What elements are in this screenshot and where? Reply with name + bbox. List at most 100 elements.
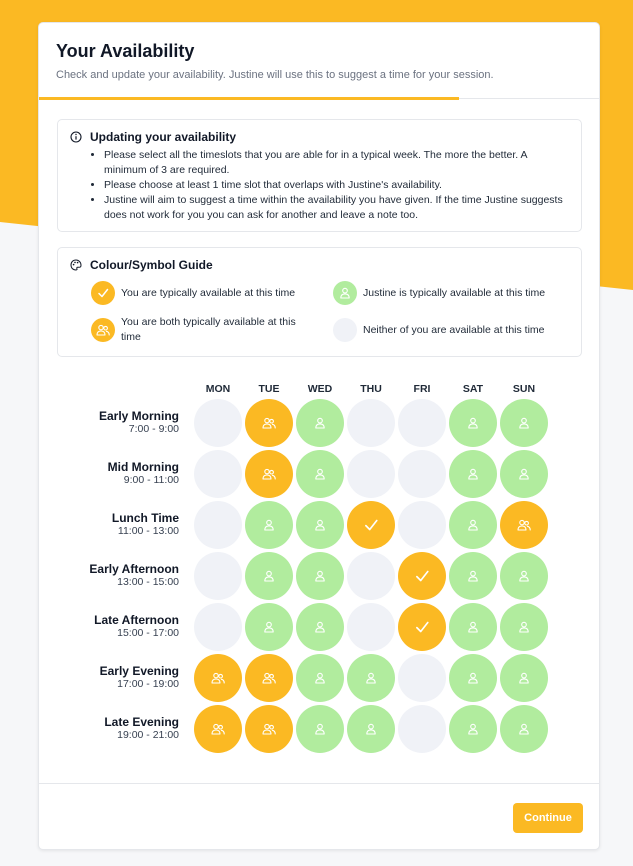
timeslot-cell-sun-justine[interactable] <box>500 450 548 498</box>
info-bullet: Justine will aim to suggest a time withi… <box>104 193 569 223</box>
person-icon <box>313 620 327 634</box>
timeslot-cell-fri-you[interactable] <box>398 603 446 651</box>
timeslot-cell-tue-both[interactable] <box>245 705 293 753</box>
timeslot-cell-sat-justine[interactable] <box>449 603 497 651</box>
day-header-thu: THU <box>360 383 382 395</box>
timeslot-cell-tue-both[interactable] <box>245 654 293 702</box>
timeslot-time: 13:00 - 15:00 <box>117 576 179 588</box>
info-title: Updating your availability <box>90 130 237 144</box>
person-icon <box>262 569 276 583</box>
timeslot-cell-thu-justine[interactable] <box>347 705 395 753</box>
timeslot-cell-mon-none[interactable] <box>194 450 242 498</box>
legend-both: You are both typically available at this… <box>91 316 321 348</box>
info-bullet: Please select all the timeslots that you… <box>104 148 569 178</box>
availability-card: Your Availability Check and update your … <box>38 22 600 850</box>
timeslot-cell-fri-none[interactable] <box>398 705 446 753</box>
timeslot-name: Late Evening <box>104 715 179 729</box>
timeslot-cell-wed-justine[interactable] <box>296 552 344 600</box>
person-icon <box>364 722 378 736</box>
timeslot-cell-thu-none[interactable] <box>347 450 395 498</box>
day-header-sun: SUN <box>512 383 536 395</box>
person-icon <box>466 620 480 634</box>
check-icon <box>413 618 431 636</box>
timeslot-cell-sat-justine[interactable] <box>449 399 497 447</box>
timeslot-cell-fri-you[interactable] <box>398 552 446 600</box>
timeslot-cell-sun-both[interactable] <box>500 501 548 549</box>
timeslot-cell-mon-none[interactable] <box>194 603 242 651</box>
timeslot-label: Late Evening 19:00 - 21:00 <box>39 715 179 742</box>
timeslot-cell-mon-none[interactable] <box>194 552 242 600</box>
timeslot-cell-thu-justine[interactable] <box>347 654 395 702</box>
person-icon <box>517 416 531 430</box>
timeslot-cell-thu-none[interactable] <box>347 399 395 447</box>
group-icon <box>91 318 115 342</box>
timeslot-cell-sun-justine[interactable] <box>500 603 548 651</box>
continue-button[interactable]: Continue <box>513 803 583 833</box>
person-icon <box>466 416 480 430</box>
timeslot-cell-tue-both[interactable] <box>245 450 293 498</box>
timeslot-cell-sat-justine[interactable] <box>449 501 497 549</box>
group-icon <box>261 671 277 685</box>
timeslot-label: Early Morning 7:00 - 9:00 <box>39 409 179 436</box>
timeslot-cell-tue-justine[interactable] <box>245 501 293 549</box>
timeslot-cell-sat-justine[interactable] <box>449 705 497 753</box>
timeslot-cell-tue-justine[interactable] <box>245 552 293 600</box>
timeslot-name: Early Evening <box>99 664 179 678</box>
timeslot-cell-thu-you[interactable] <box>347 501 395 549</box>
timeslot-cell-fri-none[interactable] <box>398 399 446 447</box>
timeslot-cell-sun-justine[interactable] <box>500 552 548 600</box>
person-icon <box>364 671 378 685</box>
timeslot-cell-sat-justine[interactable] <box>449 450 497 498</box>
timeslot-label: Early Evening 17:00 - 19:00 <box>39 664 179 691</box>
timeslot-time: 19:00 - 21:00 <box>117 729 179 741</box>
colour-guide: Colour/Symbol Guide You are typically av… <box>57 247 582 357</box>
timeslot-cell-sat-justine[interactable] <box>449 552 497 600</box>
day-header-mon: MON <box>205 383 231 395</box>
timeslot-cell-mon-none[interactable] <box>194 399 242 447</box>
timeslot-cell-sun-justine[interactable] <box>500 399 548 447</box>
timeslot-cell-sun-justine[interactable] <box>500 705 548 753</box>
timeslot-cell-wed-justine[interactable] <box>296 501 344 549</box>
timeslot-cell-sat-justine[interactable] <box>449 654 497 702</box>
person-icon <box>262 518 276 532</box>
person-icon <box>313 467 327 481</box>
timeslot-cell-mon-both[interactable] <box>194 654 242 702</box>
timeslot-name: Early Morning <box>98 409 179 423</box>
timeslot-label: Early Afternoon 13:00 - 15:00 <box>39 562 179 589</box>
legend-both-label: You are both typically available at this… <box>121 316 296 343</box>
person-icon <box>466 671 480 685</box>
timeslot-cell-wed-justine[interactable] <box>296 654 344 702</box>
card-footer-divider <box>39 783 599 784</box>
day-header-tue: TUE <box>258 383 280 395</box>
timeslot-cell-fri-none[interactable] <box>398 501 446 549</box>
progress-bar <box>39 97 459 100</box>
timeslot-cell-thu-none[interactable] <box>347 552 395 600</box>
person-icon <box>313 722 327 736</box>
timeslot-cell-fri-none[interactable] <box>398 450 446 498</box>
timeslot-cell-wed-justine[interactable] <box>296 603 344 651</box>
person-icon <box>517 671 531 685</box>
timeslot-cell-wed-justine[interactable] <box>296 450 344 498</box>
legend-you-label: You are typically available at this time <box>121 287 296 299</box>
info-bullet-list: Please select all the timeslots that you… <box>70 148 569 223</box>
person-icon <box>517 467 531 481</box>
timeslot-time: 17:00 - 19:00 <box>117 678 179 690</box>
person-icon <box>517 569 531 583</box>
timeslot-cell-fri-none[interactable] <box>398 654 446 702</box>
timeslot-cell-tue-both[interactable] <box>245 399 293 447</box>
timeslot-cell-wed-justine[interactable] <box>296 705 344 753</box>
day-header-sat: SAT <box>462 383 484 395</box>
person-icon <box>313 569 327 583</box>
person-icon <box>313 518 327 532</box>
timeslot-cell-mon-both[interactable] <box>194 705 242 753</box>
person-icon <box>517 722 531 736</box>
timeslot-cell-wed-justine[interactable] <box>296 399 344 447</box>
timeslot-name: Lunch Time <box>111 511 179 525</box>
timeslot-cell-mon-none[interactable] <box>194 501 242 549</box>
timeslot-cell-thu-none[interactable] <box>347 603 395 651</box>
timeslot-cell-tue-justine[interactable] <box>245 603 293 651</box>
timeslot-cell-sun-justine[interactable] <box>500 654 548 702</box>
person-icon <box>517 620 531 634</box>
timeslot-label: Late Afternoon 15:00 - 17:00 <box>39 613 179 640</box>
person-icon <box>333 281 357 305</box>
